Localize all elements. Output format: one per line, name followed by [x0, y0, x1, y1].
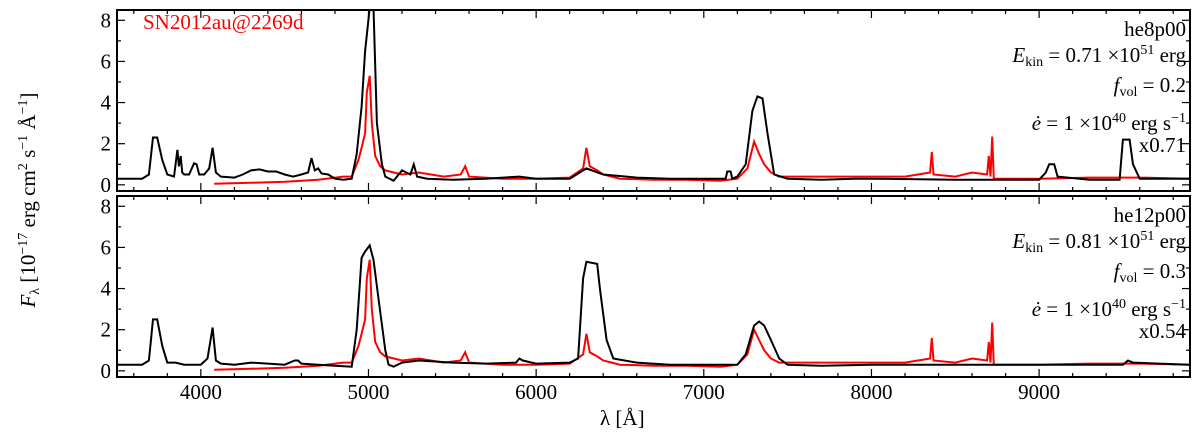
y-tick-label: 0: [101, 173, 112, 197]
x-tick-label: 7000: [683, 380, 725, 404]
panel-2-annotation: he12p00 Ekin = 0.81 ×1051 erg fvol = 0.3…: [1012, 204, 1186, 342]
y-tick-label: 2: [101, 318, 112, 342]
fvol-line: fvol = 0.3: [1113, 259, 1186, 286]
observed-label: SN2012au@2269d: [143, 10, 304, 34]
y-tick-label: 0: [101, 359, 112, 383]
y-tick-label: 4: [101, 91, 112, 115]
y-tick-label: 4: [101, 277, 112, 301]
model-spectrum-line: [117, 10, 1190, 182]
edot-line: ė = 1 ×1040 erg s−1: [1031, 297, 1186, 321]
x-axis-label: λ [Å]: [600, 406, 645, 430]
edot-line: ė = 1 ×1040 erg s−1: [1031, 111, 1186, 135]
ekin-line: Ekin = 0.81 ×1051 erg: [1012, 229, 1186, 256]
model-name: he8p00: [1124, 17, 1186, 41]
x-tick-label: 4000: [180, 380, 222, 404]
panel-frame: [116, 9, 1191, 192]
y-tick-label: 6: [101, 235, 112, 259]
x-tick-label: 8000: [850, 380, 892, 404]
panel-1-annotation: he8p00 Ekin = 0.71 ×1051 erg fvol = 0.2 …: [1012, 18, 1186, 156]
y-tick-label: 8: [101, 194, 112, 218]
y-axis-label: Fλ [10−17 erg cm2 s−1 Å−1]: [16, 92, 43, 308]
x-tick-label: 6000: [515, 380, 557, 404]
y-tick-label: 6: [101, 49, 112, 73]
fvol-line: fvol = 0.2: [1113, 73, 1186, 100]
scale-factor: x0.54: [1138, 319, 1186, 343]
y-tick-label: 2: [101, 132, 112, 156]
panel-frame: [116, 195, 1191, 378]
scale-factor: x0.71: [1138, 133, 1186, 157]
x-tick-label: 5000: [347, 380, 389, 404]
observed-spectrum-line: [214, 75, 1190, 185]
model-name: he12p00: [1113, 203, 1186, 227]
observed-spectrum-line: [214, 259, 1190, 371]
model-spectrum-line: [117, 243, 1190, 368]
ekin-line: Ekin = 0.71 ×1051 erg: [1012, 43, 1186, 70]
y-tick-label: 8: [101, 8, 112, 32]
x-tick-label: 9000: [1018, 380, 1060, 404]
